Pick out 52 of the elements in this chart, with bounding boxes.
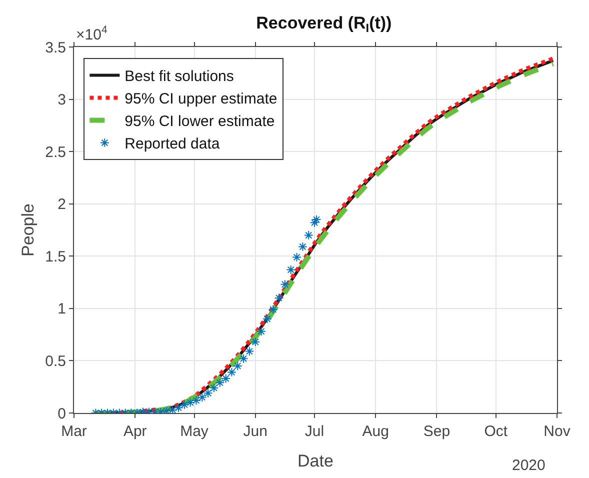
y-tick-label: 0 (58, 405, 66, 422)
point (298, 242, 308, 252)
point (312, 214, 322, 224)
point (232, 361, 242, 371)
point (250, 337, 260, 347)
point (244, 346, 254, 356)
y-tick-label: 1 (58, 300, 66, 318)
point (262, 314, 272, 324)
point (280, 280, 290, 290)
text: ×10$^{4}$ (76, 24, 108, 44)
point (209, 383, 219, 393)
point (310, 218, 320, 228)
point (180, 400, 190, 410)
x-tick-label: Sep (423, 423, 450, 440)
text: 2020 (512, 457, 546, 474)
x-tick-label: Apr (123, 423, 147, 440)
point (286, 265, 296, 274)
x-tick-label: Nov (544, 423, 571, 440)
point (238, 354, 248, 364)
point (174, 403, 184, 412)
chart-title: Recovered (R$_{I}$(t)) (256, 14, 392, 36)
y-axis-title: People (18, 204, 38, 256)
legend-label: 95% CI upper estimate (124, 90, 278, 108)
x-tick-label: Jun (243, 423, 268, 440)
x-tick-label: Oct (484, 423, 508, 440)
legend-label: Best fit solutions (124, 68, 234, 86)
point (215, 378, 225, 388)
y-tick-label: 3.5 (45, 39, 66, 56)
x-axis-title: Date (298, 451, 334, 470)
y-tick-label: 2 (58, 196, 66, 214)
point (203, 388, 213, 398)
point (268, 304, 278, 314)
point (168, 405, 178, 413)
point (256, 326, 266, 336)
x-tick-label: May (180, 423, 209, 440)
point (304, 230, 314, 240)
point (292, 252, 302, 262)
legend-label: 95% CI lower estimate (124, 113, 275, 130)
point (227, 368, 236, 377)
point (221, 374, 230, 384)
y-tick-label: 2.5 (45, 144, 66, 161)
point (197, 392, 207, 402)
point (186, 398, 196, 408)
x-tick-label: Jul (304, 423, 324, 440)
y-tick-label: 0.5 (45, 352, 66, 370)
y-tick-label: 1.5 (45, 248, 66, 266)
legend-label: Reported data (124, 136, 220, 153)
x-tick-label: Aug (362, 423, 389, 440)
point (274, 293, 284, 303)
x-tick-label: Mar (61, 423, 87, 440)
point (192, 396, 201, 406)
y-tick-label: 3 (58, 92, 66, 109)
